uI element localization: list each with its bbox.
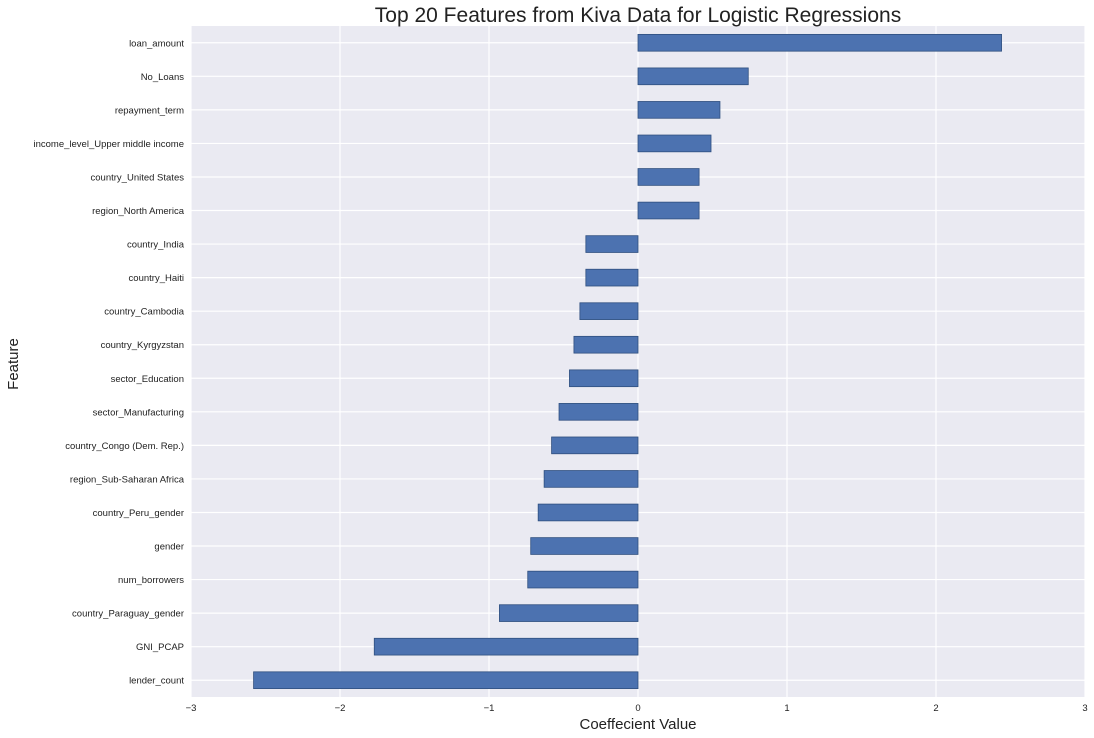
- x-axis-label: Coeffecient Value: [579, 716, 696, 733]
- x-tick-label: 2: [933, 703, 938, 714]
- x-tick-labels: −3 −2 −1 0 1 2 3: [186, 703, 1088, 714]
- y-tick-label: country_Congo (Dem. Rep.): [65, 441, 184, 452]
- y-tick-label: country_Peru_gender: [93, 508, 184, 519]
- bar-country-india: [585, 235, 639, 253]
- bar-num-borrowers: [527, 570, 639, 589]
- x-tick-label: 3: [1082, 703, 1087, 714]
- y-tick-label: sector_Education: [111, 374, 184, 385]
- bar-gender: [530, 537, 639, 555]
- bar-region-sub-saharan-africa: [543, 470, 639, 488]
- y-tick-label: lender_count: [129, 676, 184, 687]
- y-tick-label: country_United States: [91, 172, 185, 183]
- y-tick-label: country_Paraguay_gender: [72, 609, 184, 620]
- y-tick-labels: loan_amount No_Loans repayment_term income_…: [34, 38, 185, 686]
- bar-country-paraguay-gender: [499, 604, 639, 622]
- y-tick-label: country_Kyrgyzstan: [101, 340, 184, 351]
- y-tick-label: country_Haiti: [129, 273, 184, 284]
- bar-sector-education: [569, 369, 639, 388]
- bar-country-haiti: [585, 268, 639, 287]
- y-tick-label: gender: [154, 542, 184, 553]
- bar-loan-amount: [637, 33, 1002, 52]
- bar-repayment-term: [637, 101, 721, 119]
- y-tick-label: region_Sub-Saharan Africa: [70, 474, 185, 485]
- y-tick-label: repayment_term: [115, 105, 184, 116]
- x-tick-label: −3: [186, 703, 197, 714]
- y-tick-label: region_North America: [92, 206, 185, 217]
- bar-country-united-states: [637, 168, 700, 186]
- x-tick-label: 1: [784, 703, 789, 714]
- y-tick-label: No_Loans: [141, 72, 185, 83]
- y-tick-label: sector_Manufacturing: [93, 407, 184, 418]
- chart-title: Top 20 Features from Kiva Data for Logis…: [375, 4, 901, 27]
- y-axis-label: Feature: [5, 338, 22, 390]
- bar-country-congo-dem-rep: [551, 436, 639, 455]
- x-tick-label: −1: [484, 703, 495, 714]
- bar-country-kyrgyzstan: [573, 335, 639, 354]
- y-tick-label: country_Cambodia: [104, 307, 184, 318]
- y-tick-label: income_level_Upper middle income: [34, 139, 185, 150]
- x-tick-label: −2: [335, 703, 346, 714]
- y-tick-label: GNI_PCAP: [136, 642, 184, 653]
- x-tick-label: 0: [635, 703, 640, 714]
- y-tick-label: num_borrowers: [118, 575, 184, 586]
- y-tick-label: country_India: [127, 240, 185, 251]
- bar-lender-count: [253, 671, 639, 690]
- bars: [253, 33, 1002, 690]
- bar-country-cambodia: [579, 302, 639, 320]
- bar-no-loans: [637, 67, 749, 86]
- bar-sector-manufacturing: [558, 403, 639, 421]
- bar-country-peru-gender: [537, 503, 639, 522]
- bar-gni-pcap: [373, 637, 639, 656]
- bar-region-north-america: [637, 201, 700, 220]
- bar-income-level-upper-middle-income: [637, 134, 712, 153]
- y-tick-label: loan_amount: [129, 38, 184, 49]
